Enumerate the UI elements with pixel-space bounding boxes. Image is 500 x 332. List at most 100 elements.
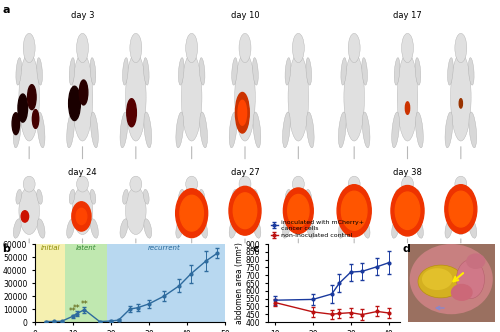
- Circle shape: [391, 186, 424, 236]
- Ellipse shape: [122, 189, 128, 204]
- Ellipse shape: [182, 187, 202, 234]
- Y-axis label: mCherry FL
(ROI area): mCherry FL (ROI area): [0, 259, 2, 307]
- Text: day 24: day 24: [68, 168, 97, 177]
- Ellipse shape: [69, 58, 75, 85]
- Ellipse shape: [288, 53, 308, 141]
- Text: recurrent: recurrent: [148, 245, 180, 251]
- Ellipse shape: [418, 265, 464, 298]
- Text: day 27: day 27: [230, 168, 260, 177]
- Text: day 38: day 38: [393, 168, 422, 177]
- Ellipse shape: [392, 219, 400, 238]
- Ellipse shape: [402, 176, 413, 192]
- Ellipse shape: [469, 112, 476, 148]
- Text: day 3: day 3: [71, 11, 94, 20]
- Ellipse shape: [415, 58, 421, 85]
- Circle shape: [229, 186, 261, 235]
- Circle shape: [28, 85, 36, 110]
- Circle shape: [284, 188, 314, 233]
- Circle shape: [234, 193, 256, 229]
- Text: **: **: [69, 307, 77, 316]
- Ellipse shape: [144, 58, 149, 85]
- Ellipse shape: [394, 189, 400, 204]
- Circle shape: [68, 86, 80, 121]
- Ellipse shape: [415, 189, 421, 204]
- Ellipse shape: [66, 112, 74, 148]
- Ellipse shape: [253, 219, 261, 238]
- Circle shape: [176, 189, 208, 238]
- Ellipse shape: [23, 176, 35, 192]
- Ellipse shape: [338, 219, 346, 238]
- Ellipse shape: [90, 189, 96, 204]
- Circle shape: [32, 110, 39, 128]
- Ellipse shape: [186, 176, 198, 192]
- Ellipse shape: [16, 189, 22, 204]
- Legend: inoculated with mCherry+
cancer cells, non-inoculated control: inoculated with mCherry+ cancer cells, n…: [270, 220, 364, 238]
- Ellipse shape: [72, 53, 93, 141]
- Ellipse shape: [16, 58, 22, 85]
- Text: a: a: [2, 5, 10, 15]
- Ellipse shape: [90, 58, 96, 85]
- Ellipse shape: [397, 53, 418, 141]
- Circle shape: [80, 80, 88, 105]
- Text: b: b: [2, 244, 10, 254]
- Ellipse shape: [76, 176, 88, 192]
- Ellipse shape: [76, 33, 88, 63]
- Ellipse shape: [239, 176, 251, 192]
- Ellipse shape: [178, 58, 184, 85]
- Ellipse shape: [306, 219, 314, 238]
- Ellipse shape: [451, 284, 472, 301]
- Ellipse shape: [120, 112, 128, 148]
- Ellipse shape: [455, 176, 467, 192]
- Ellipse shape: [14, 219, 21, 238]
- Ellipse shape: [232, 58, 237, 85]
- Ellipse shape: [344, 53, 364, 141]
- Ellipse shape: [120, 219, 128, 238]
- Circle shape: [445, 185, 477, 233]
- Ellipse shape: [90, 112, 98, 148]
- Text: **: **: [80, 300, 88, 309]
- Circle shape: [180, 195, 204, 231]
- Ellipse shape: [306, 112, 314, 148]
- Ellipse shape: [402, 33, 413, 63]
- Bar: [107, 244, 225, 322]
- Text: initial: initial: [40, 245, 60, 251]
- Circle shape: [21, 211, 28, 222]
- Ellipse shape: [229, 219, 237, 238]
- Ellipse shape: [144, 112, 152, 148]
- Ellipse shape: [122, 58, 128, 85]
- Ellipse shape: [341, 58, 346, 85]
- Ellipse shape: [144, 219, 152, 238]
- Ellipse shape: [234, 53, 256, 141]
- Text: **: **: [73, 304, 80, 313]
- Circle shape: [406, 102, 409, 114]
- Ellipse shape: [239, 33, 251, 63]
- Ellipse shape: [253, 112, 261, 148]
- Text: day 10: day 10: [230, 11, 260, 20]
- Ellipse shape: [292, 33, 304, 63]
- Circle shape: [449, 191, 472, 227]
- Circle shape: [288, 195, 309, 227]
- Ellipse shape: [362, 189, 368, 204]
- Ellipse shape: [348, 176, 360, 192]
- Ellipse shape: [466, 253, 485, 269]
- Ellipse shape: [468, 58, 474, 85]
- Ellipse shape: [200, 219, 207, 238]
- Ellipse shape: [285, 189, 290, 204]
- Ellipse shape: [456, 260, 484, 299]
- Ellipse shape: [288, 187, 308, 234]
- Ellipse shape: [445, 219, 453, 238]
- Ellipse shape: [362, 219, 370, 238]
- Ellipse shape: [306, 189, 312, 204]
- Ellipse shape: [37, 219, 45, 238]
- Ellipse shape: [200, 58, 205, 85]
- Ellipse shape: [72, 187, 93, 234]
- Ellipse shape: [19, 187, 40, 234]
- Ellipse shape: [416, 219, 424, 238]
- Circle shape: [76, 208, 87, 224]
- Ellipse shape: [90, 219, 98, 238]
- Ellipse shape: [282, 112, 290, 148]
- Ellipse shape: [200, 189, 205, 204]
- Ellipse shape: [282, 219, 290, 238]
- Ellipse shape: [416, 112, 424, 148]
- Ellipse shape: [14, 112, 21, 148]
